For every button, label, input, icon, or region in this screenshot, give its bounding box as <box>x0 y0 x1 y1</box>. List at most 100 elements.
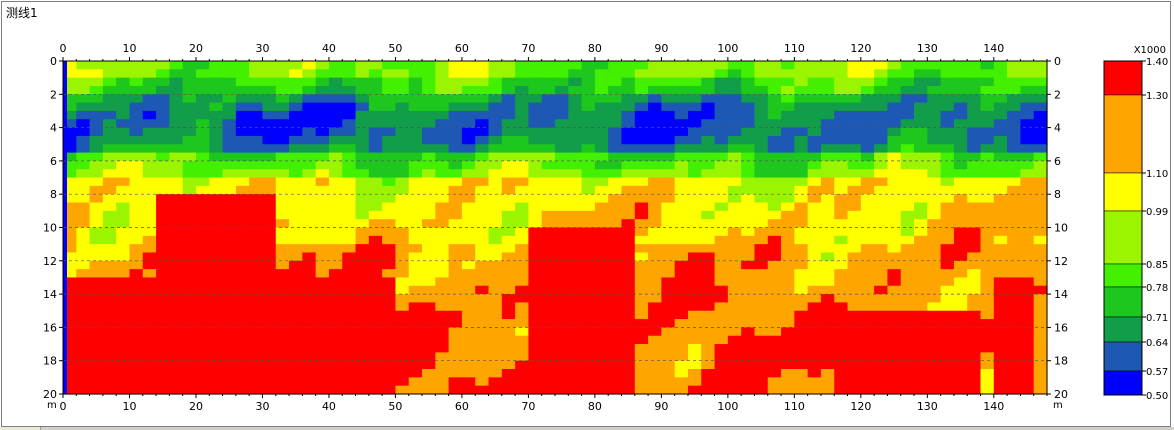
heatmap-cell <box>781 310 795 320</box>
heatmap-cell <box>408 327 423 337</box>
heatmap-cell <box>382 369 397 378</box>
heatmap-cell <box>422 61 436 70</box>
heatmap-cell <box>102 185 117 195</box>
heatmap-cell <box>182 77 197 87</box>
heatmap-cell <box>741 160 756 170</box>
heatmap-cell <box>342 310 357 320</box>
heatmap-cell <box>448 77 463 87</box>
heatmap-cell <box>448 127 463 137</box>
heatmap-cell <box>262 285 277 295</box>
heatmap-cell <box>102 344 117 353</box>
heatmap-cell <box>608 269 623 279</box>
heatmap-cell <box>501 227 516 237</box>
heatmap-cell <box>222 119 237 129</box>
heatmap-cell <box>475 177 490 187</box>
heatmap-cell <box>727 160 742 170</box>
heatmap-cell <box>382 302 397 312</box>
heatmap-cell <box>714 94 729 104</box>
heatmap-cell <box>515 269 530 279</box>
heatmap-cell <box>953 69 968 79</box>
heatmap-cell <box>461 194 476 204</box>
heatmap-cell <box>874 102 889 112</box>
heatmap-cell <box>102 252 117 262</box>
heatmap-cell <box>1007 219 1022 229</box>
heatmap-cell <box>594 269 609 279</box>
heatmap-cell <box>315 77 330 87</box>
heatmap-cell <box>289 377 303 387</box>
heatmap-cell <box>222 210 237 220</box>
heatmap-cell <box>767 69 782 79</box>
heatmap-cell <box>89 327 104 337</box>
heatmap-cell <box>874 285 889 295</box>
heatmap-cell <box>222 344 237 353</box>
heatmap-cell <box>741 377 756 387</box>
heatmap-cell <box>302 310 317 320</box>
heatmap-cell <box>355 277 370 287</box>
heatmap-cell <box>262 110 277 120</box>
heatmap-cell <box>76 260 91 270</box>
heatmap-cell <box>914 269 928 279</box>
heatmap-cell <box>847 69 862 79</box>
heatmap-cell <box>315 85 330 95</box>
heatmap-cell <box>89 235 104 245</box>
heatmap-cell <box>820 202 835 212</box>
heatmap-cell <box>435 285 450 295</box>
heatmap-cell <box>195 194 210 204</box>
heatmap-cell <box>382 169 397 179</box>
heatmap-cell <box>781 110 795 120</box>
heatmap-cell <box>448 160 463 170</box>
heatmap-cell <box>1033 369 1048 378</box>
heatmap-cell <box>515 369 530 378</box>
heatmap-cell <box>714 177 729 187</box>
heatmap-cell <box>900 319 915 328</box>
heatmap-cell <box>594 177 609 187</box>
heatmap-cell <box>900 310 915 320</box>
heatmap-cell <box>116 319 131 328</box>
heatmap-cell <box>116 344 131 353</box>
heatmap-cell <box>116 352 131 362</box>
heatmap-cell <box>781 319 795 328</box>
heatmap-cell <box>488 377 503 387</box>
heatmap-cell <box>475 377 490 387</box>
heatmap-cell <box>914 210 928 220</box>
heatmap-cell <box>860 110 875 120</box>
heatmap-cell <box>953 61 968 70</box>
colorbar-band <box>1103 286 1143 318</box>
heatmap-cell <box>461 260 476 270</box>
heatmap-cell <box>448 61 463 70</box>
heatmap-cell <box>435 102 450 112</box>
heatmap-cell <box>156 185 170 195</box>
heatmap-cell <box>328 77 343 87</box>
heatmap-cell <box>900 335 915 345</box>
heatmap-cell <box>993 369 1008 378</box>
scroll-tab[interactable] <box>0 427 41 430</box>
heatmap-cell <box>515 335 530 345</box>
heatmap-cell <box>116 77 131 87</box>
heatmap-cell <box>63 377 77 387</box>
heatmap-cell <box>714 335 729 345</box>
heatmap-cell <box>581 152 596 162</box>
heatmap-cell <box>195 169 210 179</box>
heatmap-cell <box>621 160 636 170</box>
heatmap-cell <box>608 194 623 204</box>
heatmap-cell <box>182 344 197 353</box>
heatmap-cell <box>674 252 689 262</box>
heatmap-cell <box>289 210 303 220</box>
heatmap-cell <box>76 177 91 187</box>
heatmap-cell <box>687 360 702 370</box>
heatmap-cell <box>89 169 104 179</box>
heatmap-cell <box>674 260 689 270</box>
heatmap-cell <box>169 102 184 112</box>
heatmap-cell <box>222 177 237 187</box>
heatmap-cell <box>541 360 556 370</box>
heatmap-cell <box>648 202 662 212</box>
heatmap-cell <box>741 194 756 204</box>
heatmap-cell <box>980 227 995 237</box>
heatmap-cell <box>741 385 756 395</box>
heatmap-cell <box>674 285 689 295</box>
x-tick-label-bottom: 130 <box>917 400 938 413</box>
heatmap-cell <box>953 160 968 170</box>
heatmap-cell <box>727 385 742 395</box>
heatmap-cell <box>940 294 955 304</box>
heatmap-cell <box>501 294 516 304</box>
